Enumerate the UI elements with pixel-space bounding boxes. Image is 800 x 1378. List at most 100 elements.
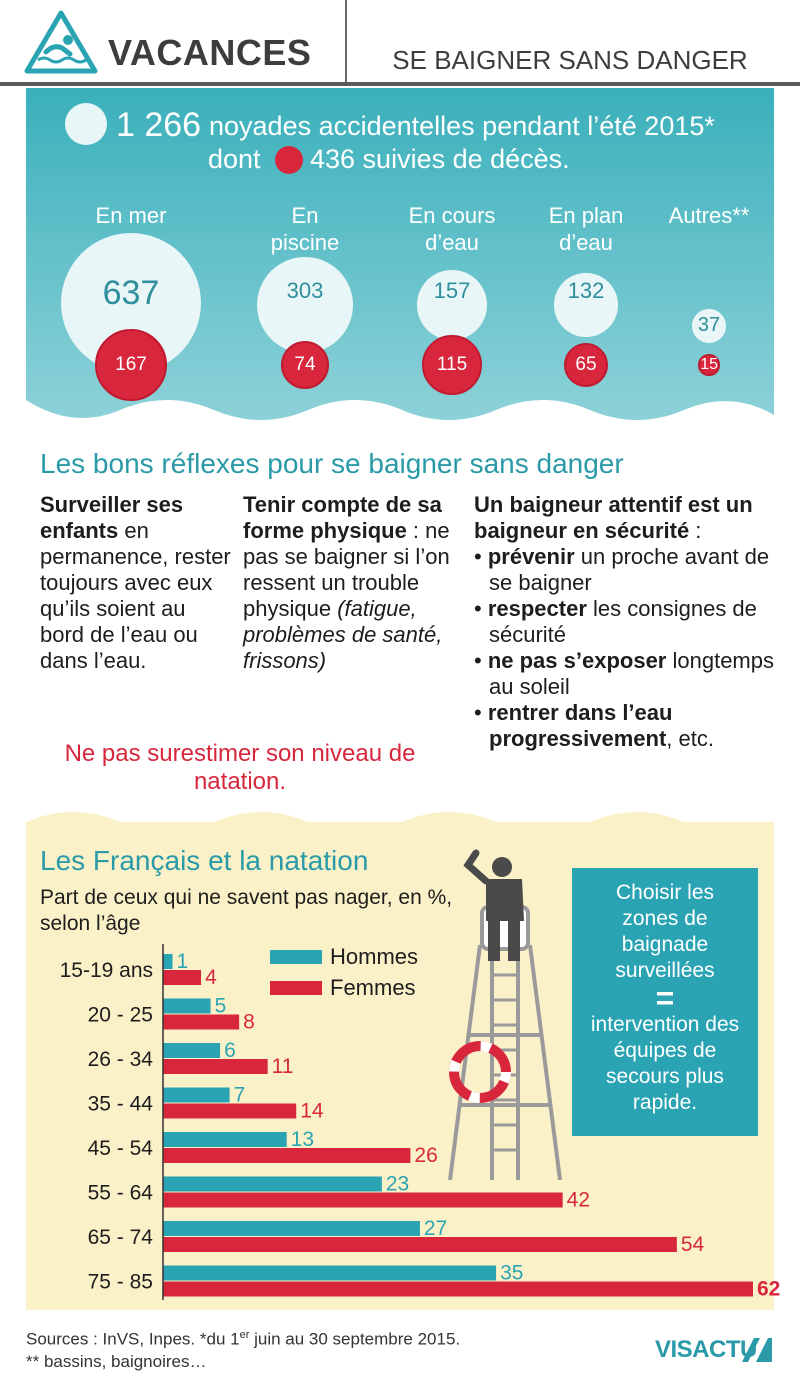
page-title: VACANCES xyxy=(108,32,312,73)
bar-value-label: 54 xyxy=(681,1233,705,1256)
bar-value-label: 42 xyxy=(567,1189,590,1212)
header: VACANCES SE BAIGNER SANS DANGER xyxy=(0,0,800,84)
reflex-bullet-item: • prévenir un proche avant de se baigner xyxy=(474,544,779,596)
header-divider xyxy=(345,0,347,82)
reflex-bullet-item: • respecter les consignes de sécurité xyxy=(474,596,779,648)
callout-text-bottom: intervention des équipes de secours plus… xyxy=(590,1013,740,1114)
reflex-bullet-text: un proche avant de se baigner xyxy=(489,544,770,595)
reflex-bullet-bold: respecter xyxy=(487,596,587,621)
beige-wave-decoration xyxy=(26,812,774,840)
lifeguard-tower-illustration xyxy=(448,849,562,1180)
sources-footnote: ** bassins, baignoires… xyxy=(26,1351,207,1371)
location-label: En mer xyxy=(95,203,167,228)
footer xyxy=(0,1312,800,1378)
location-label: En cours d’eau xyxy=(408,203,496,255)
bar-value-label: 5 xyxy=(215,995,227,1018)
reflex-bullet-bold: rentrer dans l’eau progressivement xyxy=(487,700,673,751)
age-tick-label: 55 - 64 xyxy=(88,1182,154,1205)
bullet-dot: • xyxy=(474,544,488,569)
sources-superscript: er xyxy=(239,1329,250,1341)
reflex-bullet-list: • prévenir un proche avant de se baigner… xyxy=(474,544,779,752)
reflex-physical-italic: (fatigue, problèmes de santé, frissons) xyxy=(243,596,443,673)
total-legend-dot xyxy=(65,103,107,145)
bar-value-label: 6 xyxy=(224,1039,236,1062)
bar-value-label: 26 xyxy=(414,1144,437,1167)
bullet-dot: • xyxy=(474,648,488,673)
bar-femmes xyxy=(163,1059,268,1074)
bar-femmes xyxy=(163,1281,753,1297)
callout-equals: = xyxy=(655,980,675,1016)
legend-label-femmes: Femmes xyxy=(330,975,416,1000)
swimmer-warning-icon xyxy=(24,10,98,74)
bar-value-label: 62 xyxy=(757,1278,780,1301)
total-bubble: 303 xyxy=(256,256,354,354)
bar-femmes xyxy=(163,1237,677,1252)
bar-hommes xyxy=(163,1221,420,1236)
deaths-legend-dot xyxy=(275,146,303,174)
dont-label: dont xyxy=(208,144,261,174)
age-tick-label: 45 - 54 xyxy=(88,1137,154,1160)
deaths-bubble: 74 xyxy=(281,341,329,389)
bar-hommes xyxy=(163,998,211,1014)
swimming-warning: Ne pas surestimer son niveau de natation… xyxy=(64,740,416,795)
bar-hommes xyxy=(163,1132,287,1147)
legend-swatch-hommes xyxy=(270,950,322,964)
natation-subtitle: Part de ceux qui ne savent pas nager, en… xyxy=(40,886,453,935)
reflex-physical-bold: Tenir compte de sa forme physique xyxy=(243,492,442,543)
reflex-bullet-bold: prévenir xyxy=(487,544,575,569)
bar-hommes xyxy=(163,1087,230,1103)
deaths-bubble: 167 xyxy=(95,329,167,401)
bar-value-label: 14 xyxy=(300,1100,324,1123)
age-tick-label: 20 - 25 xyxy=(88,1004,153,1027)
reflex-attentive-colon: : xyxy=(689,518,702,543)
age-tick-label: 65 - 74 xyxy=(88,1226,154,1249)
deaths-bubble: 15 xyxy=(698,354,720,376)
reflexes-title: Les bons réflexes pour se baigner sans d… xyxy=(40,448,624,479)
reflex-attentive-bold: Un baigneur attentif est un baigneur en … xyxy=(474,492,753,543)
age-tick-label: 35 - 44 xyxy=(88,1093,154,1116)
brand-logo: VISACTU xyxy=(655,1336,757,1363)
callout-text-top: Choisir les zones de baignade surveillée… xyxy=(615,881,715,982)
sources-note: Sources : InVS, Inpes. *du 1er juin au 3… xyxy=(26,1324,460,1373)
total-drownings-text: noyades accidentelles pendant l’été 2015… xyxy=(209,111,715,141)
bar-value-label: 13 xyxy=(291,1128,314,1151)
bar-femmes xyxy=(163,1192,563,1208)
reflex-column-children: Surveiller ses enfants en permanence, re… xyxy=(40,492,235,674)
bar-hommes xyxy=(163,1265,497,1281)
total-bubble: 132 xyxy=(554,273,618,337)
reflex-column-physical: Tenir compte de sa forme physique : ne p… xyxy=(243,492,458,674)
bar-value-label: 4 xyxy=(205,966,217,989)
wave-decoration xyxy=(26,400,774,440)
bullet-dot: • xyxy=(474,700,488,725)
location-label: Autres** xyxy=(668,203,750,228)
reflex-bullet-item: • rentrer dans l’eau progressivement, et… xyxy=(474,700,779,752)
total-bubble: 37 xyxy=(692,309,726,343)
swimming-chart: Hommes Femmes 15-19 ans 14 20 - 25 58 26 - 34… xyxy=(60,944,780,1301)
reflex-bullet-text: longtemps au soleil xyxy=(489,648,774,699)
bar-hommes xyxy=(163,1043,221,1058)
bar-hommes xyxy=(163,1176,382,1192)
reflex-bullet-text: les consignes de sécurité xyxy=(489,596,757,647)
bar-value-label: 23 xyxy=(386,1173,409,1196)
brand-mark-icon xyxy=(742,1338,772,1362)
reflex-children-text: en permanence, rester toujours avec eux … xyxy=(40,518,231,673)
header-rule xyxy=(0,82,800,86)
natation-title: Les Français et la natation xyxy=(40,845,369,876)
deaths-bubble: 65 xyxy=(563,342,609,388)
supervised-zones-callout: Choisir les zones de baignade surveillée… xyxy=(572,868,758,1136)
deaths-text: 436 suivies de décès. xyxy=(310,144,570,174)
reflex-bullet-bold: ne pas s’exposer xyxy=(487,648,667,673)
total-drownings-number: 1 266 xyxy=(116,106,202,144)
deaths-bubble: 115 xyxy=(422,335,482,395)
bar-femmes xyxy=(163,970,202,985)
bar-value-label: 11 xyxy=(272,1055,294,1078)
reflex-bullet-item: • ne pas s’exposer longtemps au soleil xyxy=(474,648,779,700)
bar-femmes xyxy=(163,1014,240,1030)
age-tick-label: 15-19 ans xyxy=(60,959,153,982)
bullet-dot: • xyxy=(474,596,488,621)
legend-label-hommes: Hommes xyxy=(330,944,418,969)
reflex-children-bold: Surveiller ses enfants xyxy=(40,492,184,543)
total-bubble: 157 xyxy=(417,270,487,340)
bar-value-label: 7 xyxy=(234,1084,246,1107)
